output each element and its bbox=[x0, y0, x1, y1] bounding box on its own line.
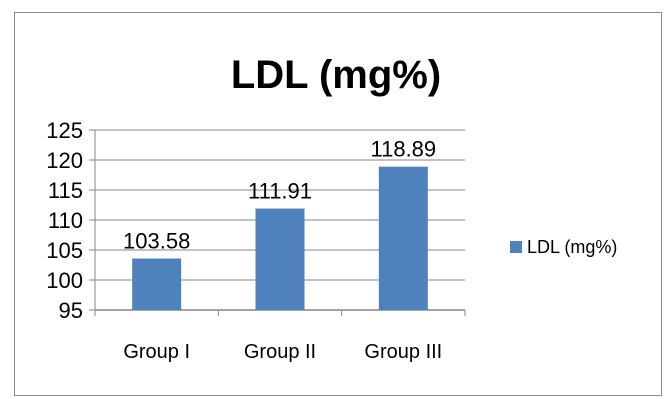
x-tick-label: Group III bbox=[364, 341, 442, 363]
y-tick-label: 110 bbox=[48, 208, 83, 233]
y-tick-label: 125 bbox=[46, 118, 83, 143]
data-labels: 103.58 111.91 118.89 bbox=[123, 137, 436, 254]
legend-swatch bbox=[510, 241, 522, 253]
y-tick-label: 115 bbox=[48, 178, 83, 203]
data-label: 103.58 bbox=[123, 229, 190, 254]
bar-group-iii bbox=[378, 166, 428, 310]
x-tick-label: Group II bbox=[244, 341, 316, 363]
y-tick-label: 95 bbox=[59, 298, 83, 323]
bar-group-ii bbox=[255, 208, 305, 310]
bars bbox=[132, 166, 428, 310]
y-tick-label: 120 bbox=[46, 148, 83, 173]
y-tick-label: 105 bbox=[46, 238, 83, 263]
chart-title: LDL (mg%) bbox=[231, 53, 441, 97]
chart-frame bbox=[14, 12, 662, 396]
bar-group-i bbox=[132, 258, 182, 310]
data-label: 111.91 bbox=[248, 179, 312, 204]
x-tick-label: Group I bbox=[123, 341, 190, 363]
data-label: 118.89 bbox=[371, 137, 437, 162]
legend: LDL (mg%) bbox=[510, 237, 617, 257]
legend-label: LDL (mg%) bbox=[527, 237, 617, 257]
y-tick-label: 100 bbox=[46, 268, 83, 293]
